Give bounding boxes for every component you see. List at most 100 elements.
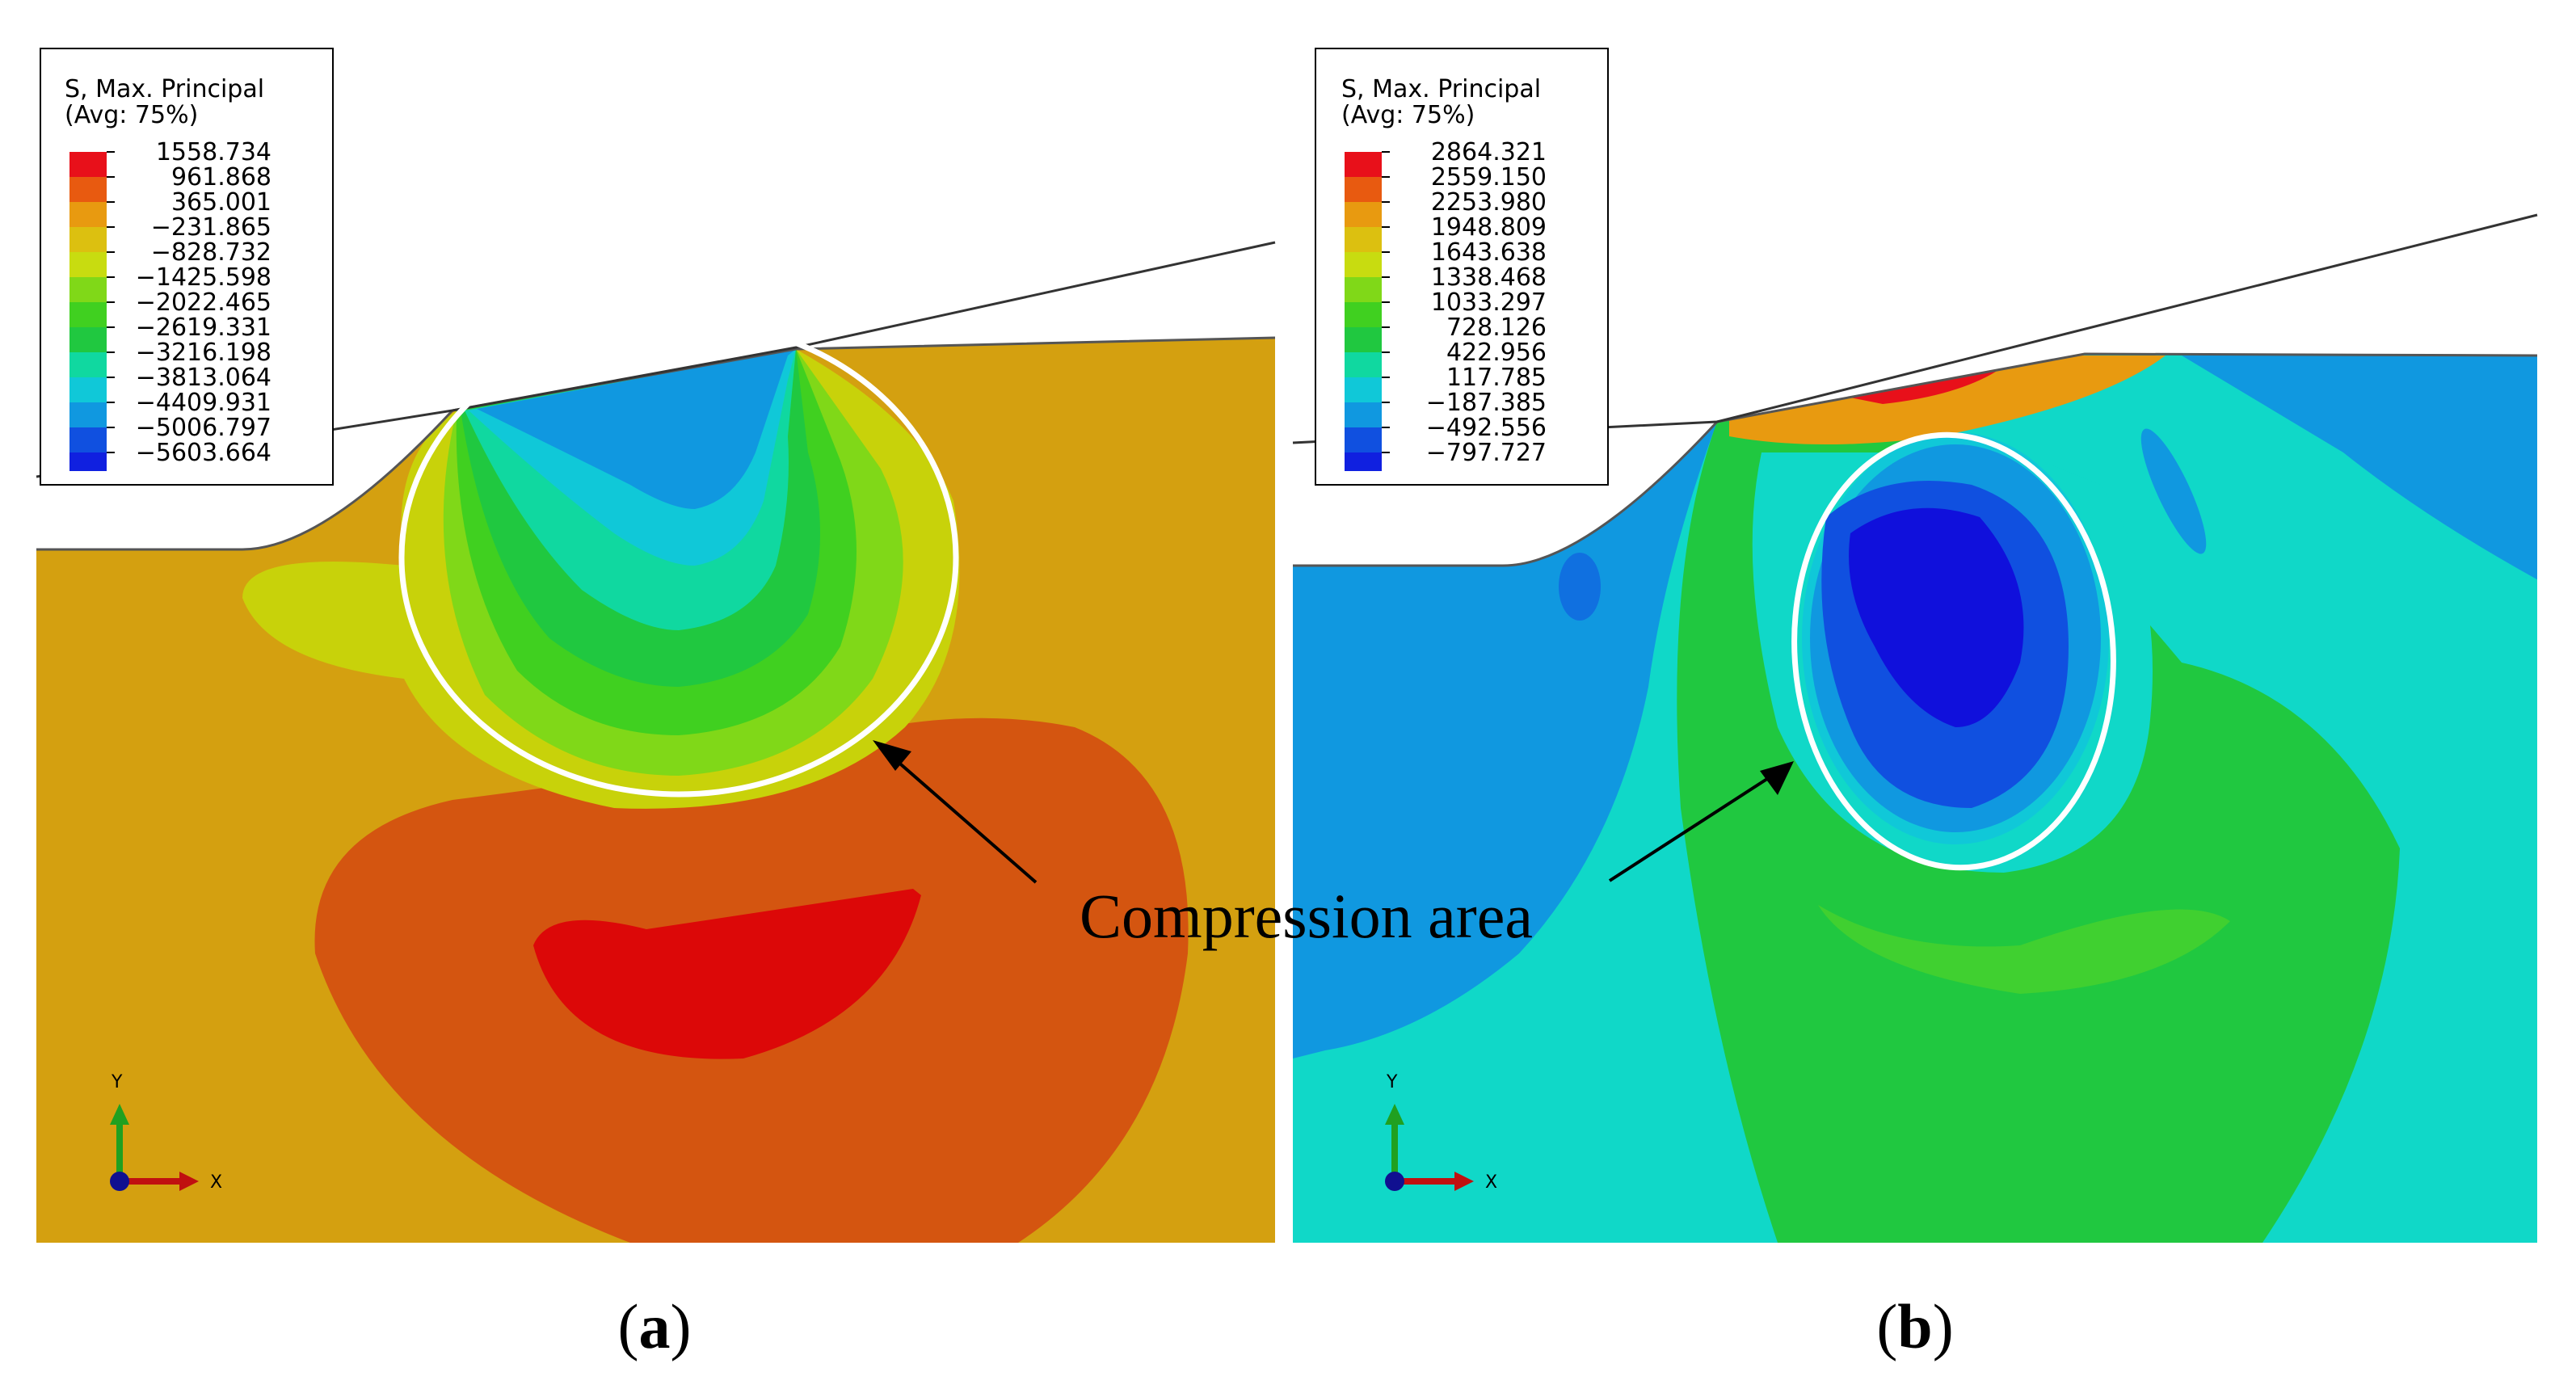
legend-swatch	[69, 152, 107, 177]
panel-b-legend-subtitle: (Avg: 75%)	[1341, 101, 1475, 129]
legend-swatch	[1345, 377, 1382, 402]
annotation-arrowhead-a	[873, 740, 911, 771]
legend-swatch	[69, 202, 107, 227]
legend-value: −5006.797	[136, 414, 271, 442]
legend-swatch	[1345, 177, 1382, 202]
legend-swatch	[1345, 427, 1382, 452]
legend-value: 1948.809	[1431, 213, 1547, 242]
panel-b-compression-ellipse	[1791, 431, 2116, 871]
panel-a-max-tension-zone	[533, 889, 921, 1059]
panel-a-blue-band	[477, 349, 796, 509]
legend-value: −797.727	[1426, 439, 1547, 467]
legend-value: 1558.734	[156, 138, 271, 166]
annotation-arrow-b	[1608, 776, 1771, 882]
panel-a-y-arrowhead	[110, 1104, 129, 1125]
annotation-arrowhead-b	[1760, 761, 1794, 795]
legend-value: 422.956	[1446, 339, 1547, 367]
caption-b-letter: b	[1897, 1291, 1932, 1361]
panel-a-x-arrowhead	[179, 1172, 199, 1191]
legend-swatch	[1345, 327, 1382, 352]
legend-swatch	[69, 327, 107, 352]
panel-a-legend-swatches	[69, 152, 107, 471]
legend-value: −4409.931	[136, 389, 271, 417]
caption-b: (b)	[1876, 1291, 1953, 1361]
panel-b-surface-max-zone	[1842, 372, 1996, 404]
caption-a: (a)	[618, 1291, 692, 1361]
panel-b-y-label: Y	[1386, 1072, 1398, 1092]
panel-b-surface-tension-zone	[1729, 356, 2166, 444]
panel-a-triad: Y X	[110, 1072, 222, 1193]
legend-value: −2022.465	[136, 288, 271, 317]
panel-b-x-label: X	[1485, 1172, 1497, 1193]
annotation: Compression area	[873, 740, 1794, 951]
legend-value: 365.001	[171, 188, 271, 217]
legend-value: 117.785	[1446, 364, 1547, 392]
legend-swatch	[69, 277, 107, 302]
legend-swatch	[69, 377, 107, 402]
panel-a-x-label: X	[210, 1172, 222, 1193]
panel-b-left-blue-zone	[1293, 422, 1717, 1058]
panel-b-triad: Y X	[1385, 1072, 1497, 1193]
legend-swatch	[69, 427, 107, 452]
legend-swatch	[1345, 452, 1382, 471]
legend-swatch	[69, 352, 107, 377]
legend-value: 2253.980	[1431, 188, 1547, 217]
panel-a: S, Max. Principal (Avg: 75%) 1558.734961…	[36, 48, 1276, 1243]
panel-b-contour	[1293, 354, 2537, 1243]
legend-swatch	[1345, 252, 1382, 277]
legend-value: −187.385	[1426, 389, 1547, 417]
panel-b-min-zone	[1849, 507, 2024, 727]
legend-swatch	[1345, 277, 1382, 302]
panel-b-legend-labels: 2864.3212559.1502253.9801948.8091643.638…	[1382, 138, 1547, 467]
legend-value: −3216.198	[136, 339, 271, 367]
panel-a-y-label: Y	[111, 1072, 123, 1092]
panel-b: S, Max. Principal (Avg: 75%) 2864.321255…	[1292, 48, 2538, 1243]
legend-value: −828.732	[151, 238, 271, 267]
legend-swatch	[1345, 302, 1382, 327]
legend-value: −1425.598	[136, 263, 271, 292]
panel-a-contour	[36, 338, 1275, 1243]
legend-value: 1643.638	[1431, 238, 1547, 267]
panel-b-x-arrowhead	[1454, 1172, 1474, 1191]
legend-swatch	[69, 302, 107, 327]
legend-swatch	[69, 227, 107, 252]
panel-b-green-inner	[1818, 905, 2230, 994]
panel-a-legend: S, Max. Principal (Avg: 75%) 1558.734961…	[40, 48, 334, 486]
annotation-arrow-a	[894, 758, 1038, 884]
legend-swatch	[1345, 402, 1382, 427]
panel-b-y-arrowhead	[1385, 1104, 1404, 1125]
legend-swatch	[1345, 227, 1382, 252]
legend-swatch	[1345, 352, 1382, 377]
panel-a-origin	[110, 1172, 129, 1191]
panel-b-surface-outline	[1293, 352, 2538, 567]
panel-a-legend-labels: 1558.734961.868365.001−231.865−828.732−1…	[107, 138, 271, 467]
panel-b-legend-title: S, Max. Principal	[1341, 75, 1541, 103]
panel-b-legend: S, Max. Principal (Avg: 75%) 2864.321255…	[1315, 48, 1609, 486]
legend-swatch	[69, 452, 107, 471]
panel-b-small-blue-patch	[1559, 553, 1601, 621]
legend-value: 2559.150	[1431, 163, 1547, 191]
legend-swatch	[69, 252, 107, 277]
legend-swatch	[1345, 202, 1382, 227]
caption-a-letter: a	[639, 1291, 671, 1361]
panel-b-origin	[1385, 1172, 1404, 1191]
panel-b-right-blue-zone	[2182, 356, 2537, 582]
panel-b-small-blue-patch-2	[2140, 428, 2207, 554]
panel-a-surface-outline	[36, 336, 1276, 551]
legend-value: 2864.321	[1431, 138, 1547, 166]
legend-value: 1033.297	[1431, 288, 1547, 317]
legend-swatch	[69, 177, 107, 202]
annotation-label: Compression area	[1080, 881, 1533, 951]
legend-swatch	[69, 402, 107, 427]
legend-value: −3813.064	[136, 364, 271, 392]
legend-swatch	[1345, 152, 1382, 177]
legend-value: 961.868	[171, 163, 271, 191]
panel-b-legend-swatches	[1345, 152, 1382, 471]
legend-value: −492.556	[1426, 414, 1547, 442]
panel-a-legend-subtitle: (Avg: 75%)	[65, 101, 198, 129]
legend-value: 728.126	[1446, 314, 1547, 342]
legend-value: −231.865	[151, 213, 271, 242]
legend-value: −5603.664	[136, 439, 271, 467]
panel-a-legend-title: S, Max. Principal	[65, 75, 264, 103]
